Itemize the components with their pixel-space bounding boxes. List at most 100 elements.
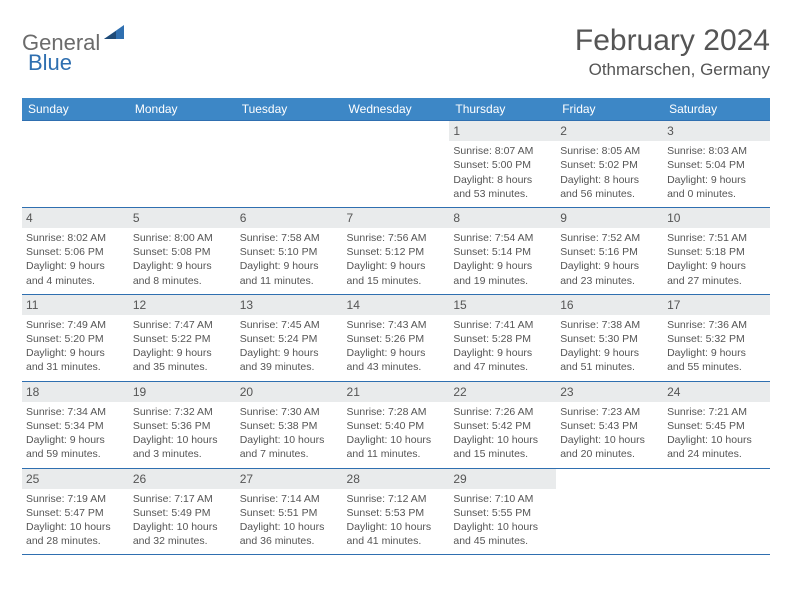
day-info: Sunrise: 7:34 AMSunset: 5:34 PMDaylight:…	[26, 405, 125, 462]
weekday-header: Friday	[556, 98, 663, 121]
calendar-empty-cell	[343, 121, 450, 208]
day-info: Sunrise: 8:07 AMSunset: 5:00 PMDaylight:…	[453, 144, 552, 201]
day-number: 2	[556, 121, 663, 141]
page-header: General February 2024 Othmarschen, Germa…	[22, 24, 770, 80]
day-info: Sunrise: 7:17 AMSunset: 5:49 PMDaylight:…	[133, 492, 232, 549]
calendar-empty-cell	[556, 468, 663, 555]
day-number: 11	[22, 295, 129, 315]
calendar-empty-cell	[663, 468, 770, 555]
weekday-header: Monday	[129, 98, 236, 121]
day-info: Sunrise: 8:00 AMSunset: 5:08 PMDaylight:…	[133, 231, 232, 288]
day-info: Sunrise: 7:14 AMSunset: 5:51 PMDaylight:…	[240, 492, 339, 549]
calendar-day-cell: 25 Sunrise: 7:19 AMSunset: 5:47 PMDayligh…	[22, 468, 129, 555]
location-subtitle: Othmarschen, Germany	[575, 60, 770, 80]
day-number: 25	[22, 469, 129, 489]
month-title: February 2024	[575, 24, 770, 58]
day-info: Sunrise: 7:45 AMSunset: 5:24 PMDaylight:…	[240, 318, 339, 375]
day-number: 16	[556, 295, 663, 315]
day-info: Sunrise: 7:36 AMSunset: 5:32 PMDaylight:…	[667, 318, 766, 375]
calendar-day-cell: 24 Sunrise: 7:21 AMSunset: 5:45 PMDayligh…	[663, 381, 770, 468]
calendar-day-cell: 11 Sunrise: 7:49 AMSunset: 5:20 PMDayligh…	[22, 294, 129, 381]
day-info: Sunrise: 7:43 AMSunset: 5:26 PMDaylight:…	[347, 318, 446, 375]
calendar-day-cell: 6Sunrise: 7:58 AMSunset: 5:10 PMDaylight…	[236, 207, 343, 294]
calendar-day-cell: 7Sunrise: 7:56 AMSunset: 5:12 PMDaylight…	[343, 207, 450, 294]
calendar-body: 1 Sunrise: 8:07 AMSunset: 5:00 PMDaylight…	[22, 121, 770, 555]
day-number: 24	[663, 382, 770, 402]
calendar-day-cell: 20Sunrise: 7:30 AMSunset: 5:38 PMDayligh…	[236, 381, 343, 468]
logo-triangle-icon	[104, 25, 126, 46]
day-number: 8	[449, 208, 556, 228]
day-info: Sunrise: 7:49 AMSunset: 5:20 PMDaylight:…	[26, 318, 125, 375]
calendar-day-cell: 28Sunrise: 7:12 AMSunset: 5:53 PMDayligh…	[343, 468, 450, 555]
day-number: 14	[343, 295, 450, 315]
day-info: Sunrise: 7:58 AMSunset: 5:10 PMDaylight:…	[240, 231, 339, 288]
calendar-table: SundayMondayTuesdayWednesdayThursdayFrid…	[22, 98, 770, 555]
day-info: Sunrise: 7:51 AMSunset: 5:18 PMDaylight:…	[667, 231, 766, 288]
day-number: 9	[556, 208, 663, 228]
day-info: Sunrise: 7:28 AMSunset: 5:40 PMDaylight:…	[347, 405, 446, 462]
calendar-week-row: 18 Sunrise: 7:34 AMSunset: 5:34 PMDayligh…	[22, 381, 770, 468]
day-info: Sunrise: 7:52 AMSunset: 5:16 PMDaylight:…	[560, 231, 659, 288]
calendar-week-row: 4 Sunrise: 8:02 AMSunset: 5:06 PMDaylight…	[22, 207, 770, 294]
calendar-day-cell: 10 Sunrise: 7:51 AMSunset: 5:18 PMDayligh…	[663, 207, 770, 294]
calendar-day-cell: 29Sunrise: 7:10 AMSunset: 5:55 PMDayligh…	[449, 468, 556, 555]
calendar-day-cell: 17 Sunrise: 7:36 AMSunset: 5:32 PMDayligh…	[663, 294, 770, 381]
calendar-day-cell: 9 Sunrise: 7:52 AMSunset: 5:16 PMDaylight…	[556, 207, 663, 294]
weekday-header: Saturday	[663, 98, 770, 121]
day-info: Sunrise: 8:05 AMSunset: 5:02 PMDaylight:…	[560, 144, 659, 201]
calendar-week-row: 11 Sunrise: 7:49 AMSunset: 5:20 PMDayligh…	[22, 294, 770, 381]
day-number: 21	[343, 382, 450, 402]
calendar-day-cell: 21 Sunrise: 7:28 AMSunset: 5:40 PMDayligh…	[343, 381, 450, 468]
calendar-day-cell: 4 Sunrise: 8:02 AMSunset: 5:06 PMDaylight…	[22, 207, 129, 294]
day-number: 18	[22, 382, 129, 402]
day-number: 5	[129, 208, 236, 228]
day-number: 4	[22, 208, 129, 228]
day-number: 23	[556, 382, 663, 402]
calendar-day-cell: 2 Sunrise: 8:05 AMSunset: 5:02 PMDaylight…	[556, 121, 663, 208]
day-number: 26	[129, 469, 236, 489]
calendar-day-cell: 15 Sunrise: 7:41 AMSunset: 5:28 PMDayligh…	[449, 294, 556, 381]
logo-text-2: Blue	[28, 50, 72, 76]
calendar-day-cell: 8 Sunrise: 7:54 AMSunset: 5:14 PMDaylight…	[449, 207, 556, 294]
calendar-day-cell: 14 Sunrise: 7:43 AMSunset: 5:26 PMDayligh…	[343, 294, 450, 381]
weekday-header: Sunday	[22, 98, 129, 121]
calendar-day-cell: 27Sunrise: 7:14 AMSunset: 5:51 PMDayligh…	[236, 468, 343, 555]
weekday-header: Thursday	[449, 98, 556, 121]
day-info: Sunrise: 7:56 AMSunset: 5:12 PMDaylight:…	[347, 231, 446, 288]
day-info: Sunrise: 7:47 AMSunset: 5:22 PMDaylight:…	[133, 318, 232, 375]
day-number: 13	[236, 295, 343, 315]
day-info: Sunrise: 7:26 AMSunset: 5:42 PMDaylight:…	[453, 405, 552, 462]
day-info: Sunrise: 8:03 AMSunset: 5:04 PMDaylight:…	[667, 144, 766, 201]
weekday-header: Tuesday	[236, 98, 343, 121]
calendar-week-row: 25 Sunrise: 7:19 AMSunset: 5:47 PMDayligh…	[22, 468, 770, 555]
calendar-empty-cell	[236, 121, 343, 208]
day-info: Sunrise: 7:54 AMSunset: 5:14 PMDaylight:…	[453, 231, 552, 288]
calendar-day-cell: 3Sunrise: 8:03 AMSunset: 5:04 PMDaylight…	[663, 121, 770, 208]
calendar-empty-cell	[22, 121, 129, 208]
calendar-empty-cell	[129, 121, 236, 208]
day-number: 19	[129, 382, 236, 402]
day-info: Sunrise: 7:19 AMSunset: 5:47 PMDaylight:…	[26, 492, 125, 549]
day-number: 29	[449, 469, 556, 489]
calendar-day-cell: 19Sunrise: 7:32 AMSunset: 5:36 PMDayligh…	[129, 381, 236, 468]
day-number: 15	[449, 295, 556, 315]
calendar-day-cell: 23 Sunrise: 7:23 AMSunset: 5:43 PMDayligh…	[556, 381, 663, 468]
day-info: Sunrise: 7:21 AMSunset: 5:45 PMDaylight:…	[667, 405, 766, 462]
day-info: Sunrise: 7:23 AMSunset: 5:43 PMDaylight:…	[560, 405, 659, 462]
weekday-header: Wednesday	[343, 98, 450, 121]
calendar-day-cell: 26 Sunrise: 7:17 AMSunset: 5:49 PMDayligh…	[129, 468, 236, 555]
day-info: Sunrise: 7:41 AMSunset: 5:28 PMDaylight:…	[453, 318, 552, 375]
day-number: 22	[449, 382, 556, 402]
day-number: 17	[663, 295, 770, 315]
calendar-day-cell: 12 Sunrise: 7:47 AMSunset: 5:22 PMDayligh…	[129, 294, 236, 381]
day-info: Sunrise: 8:02 AMSunset: 5:06 PMDaylight:…	[26, 231, 125, 288]
title-block: February 2024 Othmarschen, Germany	[575, 24, 770, 80]
day-number: 12	[129, 295, 236, 315]
calendar-day-cell: 16 Sunrise: 7:38 AMSunset: 5:30 PMDayligh…	[556, 294, 663, 381]
day-info: Sunrise: 7:38 AMSunset: 5:30 PMDaylight:…	[560, 318, 659, 375]
day-info: Sunrise: 7:30 AMSunset: 5:38 PMDaylight:…	[240, 405, 339, 462]
day-number: 28	[343, 469, 450, 489]
calendar-day-cell: 22 Sunrise: 7:26 AMSunset: 5:42 PMDayligh…	[449, 381, 556, 468]
day-number: 10	[663, 208, 770, 228]
day-number: 1	[449, 121, 556, 141]
